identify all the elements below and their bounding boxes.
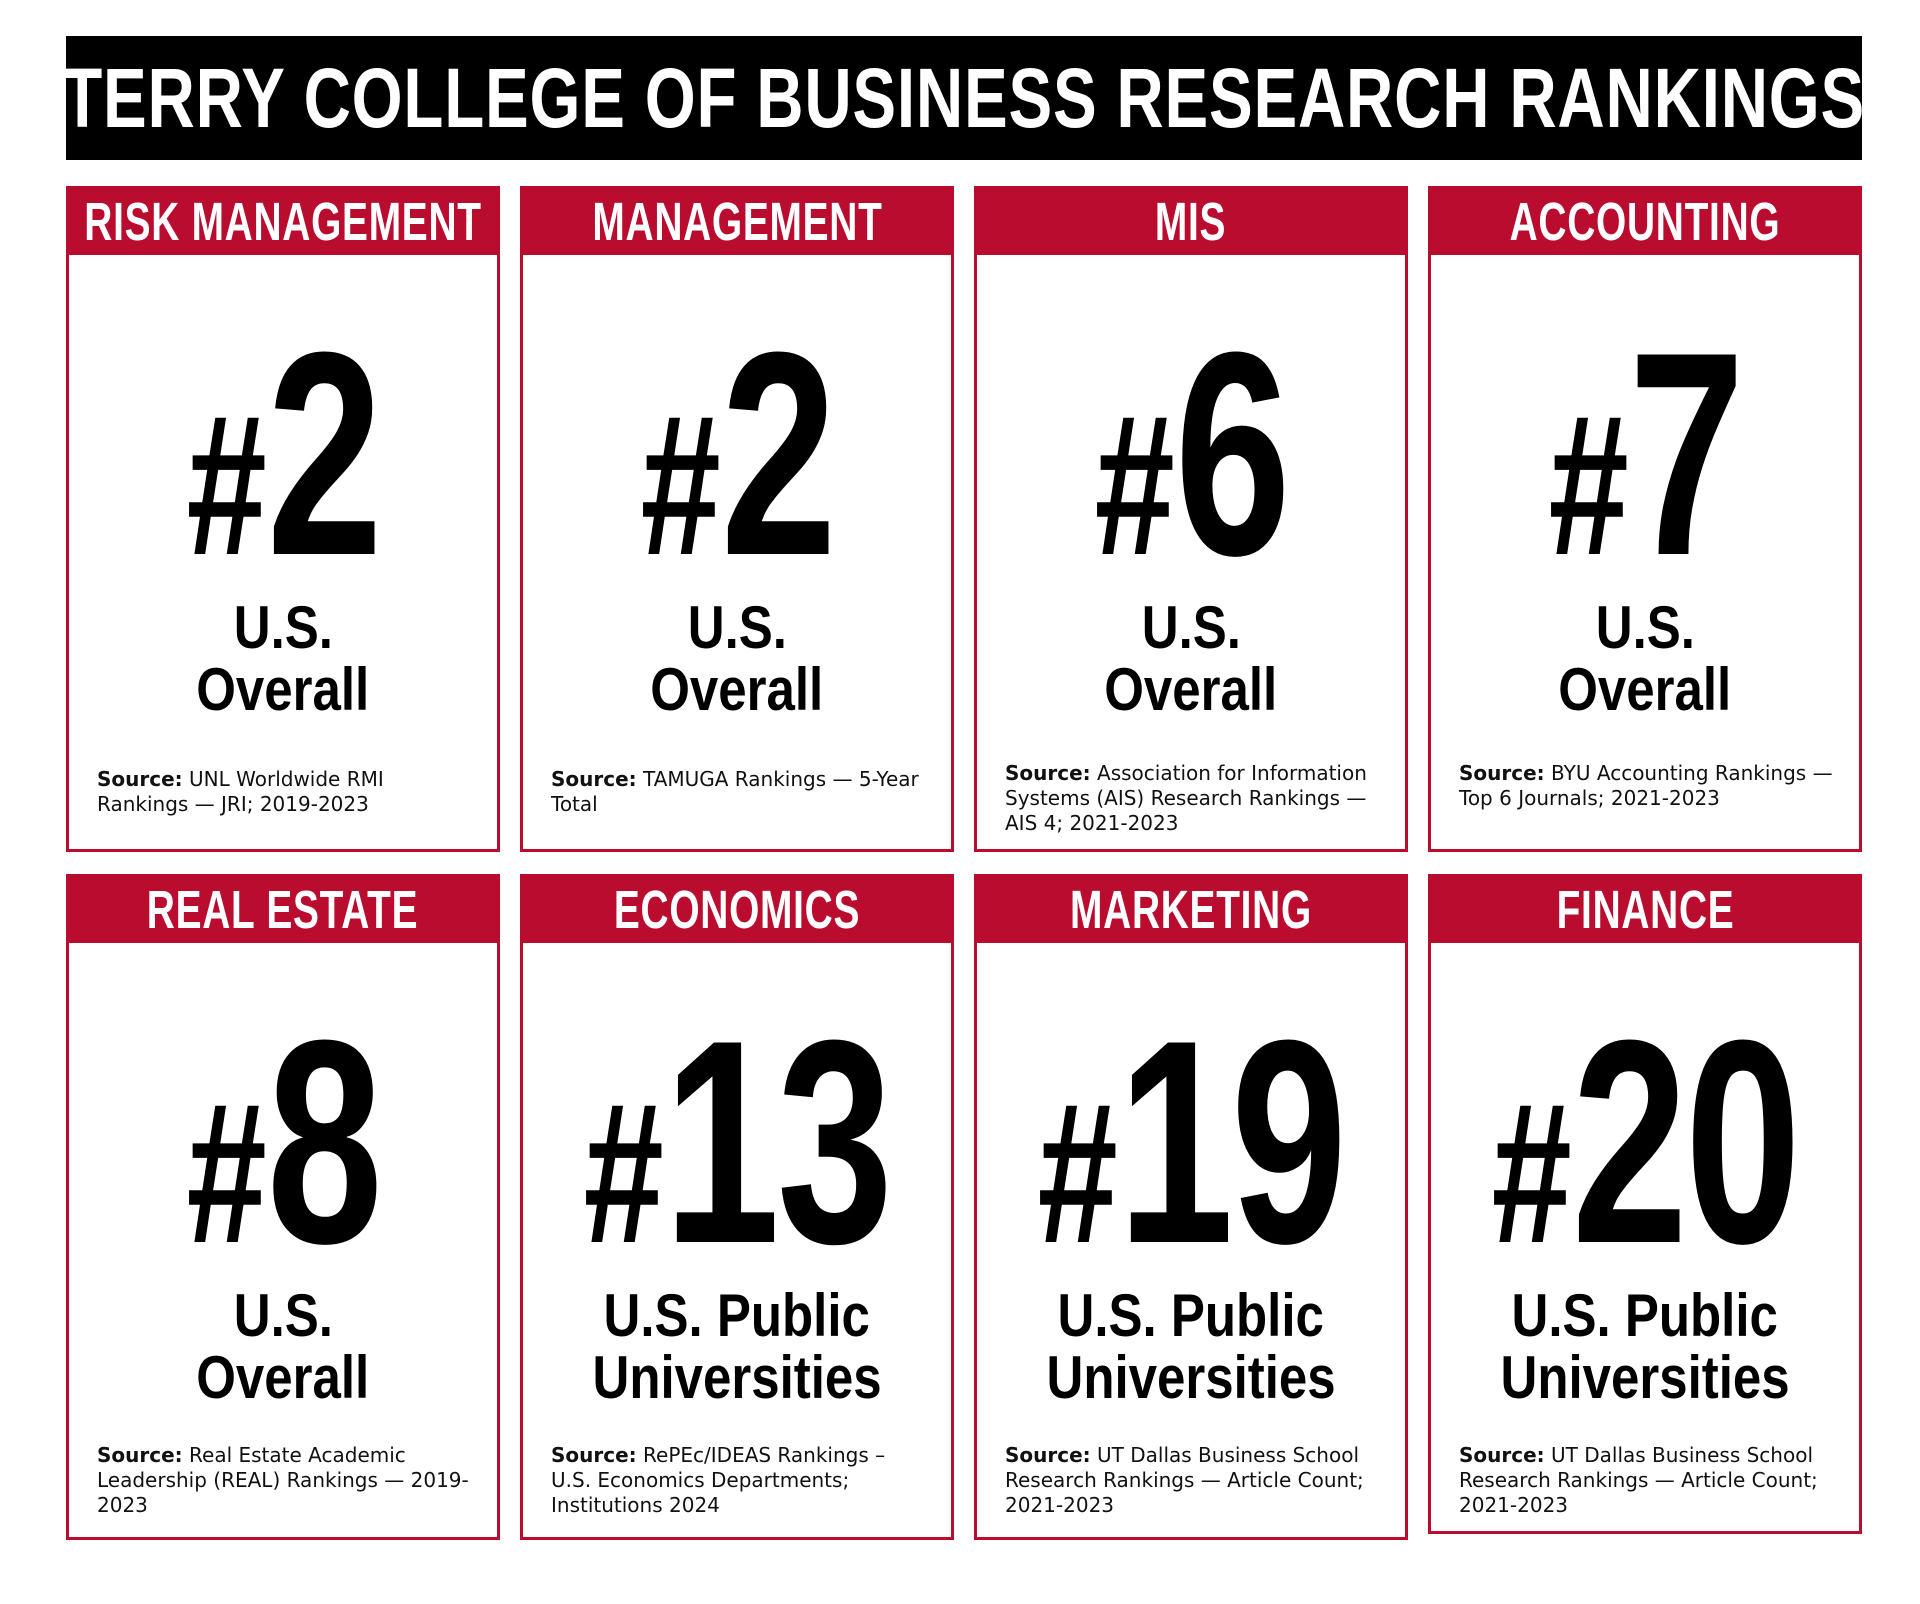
card-category: MANAGEMENT <box>591 192 883 252</box>
scope-line-2: Universities <box>1046 1344 1336 1411</box>
rank-scope: U.S. Overall <box>69 1285 497 1409</box>
source-text: UNL Worldwide RMI Rankings — JRI; 2019-2… <box>97 767 384 816</box>
ranking-card-mis: MIS #6 U.S. Overall Source: Association … <box>974 186 1408 852</box>
scope-line-1: U.S. Public <box>1057 1282 1325 1349</box>
rank-value: 6 <box>1174 292 1290 616</box>
source-label: Source: <box>1005 761 1091 785</box>
card-category: ECONOMICS <box>613 880 861 940</box>
source-note: Source: TAMUGA Rankings — 5-Year Total <box>551 767 931 817</box>
rank-scope: U.S. Overall <box>523 597 951 721</box>
scope-line-1: U.S. Public <box>1511 1282 1779 1349</box>
rank-number: #8 <box>69 997 497 1287</box>
source-label: Source: <box>1459 761 1545 785</box>
card-header: ECONOMICS <box>523 877 951 943</box>
card-header: MARKETING <box>977 877 1405 943</box>
rank-number: #13 <box>523 997 951 1287</box>
source-text: BYU Accounting Rankings — Top 6 Journals… <box>1459 761 1833 810</box>
source-note: Source: BYU Accounting Rankings — Top 6 … <box>1459 761 1839 811</box>
source-note: Source: UNL Worldwide RMI Rankings — JRI… <box>97 767 477 817</box>
rank-value: 20 <box>1571 980 1801 1304</box>
ranking-card-marketing: MARKETING #19 U.S. Public Universities S… <box>974 874 1408 1540</box>
card-category: MARKETING <box>1070 880 1312 940</box>
card-header: MANAGEMENT <box>523 189 951 255</box>
scope-line-1: U.S. <box>687 594 787 661</box>
title-banner: TERRY COLLEGE OF BUSINESS RESEARCH RANKI… <box>63 36 1865 160</box>
scope-line-2: Overall <box>196 656 370 723</box>
source-text: UT Dallas Business School Research Ranki… <box>1005 1443 1364 1517</box>
source-text: TAMUGA Rankings — 5-Year Total <box>551 767 919 816</box>
rank-scope: U.S. Overall <box>1431 597 1859 721</box>
rank-value: 19 <box>1117 980 1347 1304</box>
scope-line-2: Overall <box>196 1344 370 1411</box>
rank-hash: # <box>186 374 267 597</box>
card-category: MIS <box>1155 192 1227 252</box>
source-text: RePEc/IDEAS Rankings – U.S. Economics De… <box>551 1443 886 1517</box>
card-category: ACCOUNTING <box>1509 192 1781 252</box>
rank-value: 2 <box>720 292 836 616</box>
source-note: Source: UT Dallas Business School Resear… <box>1459 1443 1839 1518</box>
source-note: Source: Real Estate Academic Leadership … <box>97 1443 477 1518</box>
card-category: REAL ESTATE <box>147 880 419 940</box>
rank-number: #2 <box>69 309 497 599</box>
source-label: Source: <box>1459 1443 1545 1467</box>
scope-line-2: Overall <box>650 656 824 723</box>
rank-number: #7 <box>1431 309 1859 599</box>
source-note: Source: Association for Information Syst… <box>1005 761 1385 836</box>
source-label: Source: <box>551 767 637 791</box>
ranking-card-finance: FINANCE #20 U.S. Public Universities Sou… <box>1428 874 1862 1534</box>
rank-number: #20 <box>1431 997 1859 1287</box>
card-header: MIS <box>977 189 1405 255</box>
rank-hash: # <box>1548 374 1629 597</box>
card-header: REAL ESTATE <box>69 877 497 943</box>
source-text: Real Estate Academic Leadership (REAL) R… <box>97 1443 469 1517</box>
card-category: RISK MANAGEMENT <box>84 192 482 252</box>
ranking-card-economics: ECONOMICS #13 U.S. Public Universities S… <box>520 874 954 1540</box>
scope-line-1: U.S. <box>1595 594 1695 661</box>
rank-scope: U.S. Overall <box>69 597 497 721</box>
card-category: FINANCE <box>1556 880 1734 940</box>
rank-value: 2 <box>266 292 382 616</box>
rank-number: #19 <box>977 997 1405 1287</box>
scope-line-2: Universities <box>592 1344 882 1411</box>
ranking-card-accounting: ACCOUNTING #7 U.S. Overall Source: BYU A… <box>1428 186 1862 852</box>
rank-hash: # <box>583 1062 664 1285</box>
rank-hash: # <box>1491 1062 1572 1285</box>
rank-value: 7 <box>1628 292 1744 616</box>
rank-scope: U.S. Public Universities <box>977 1285 1405 1409</box>
rank-scope: U.S. Overall <box>977 597 1405 721</box>
card-header: RISK MANAGEMENT <box>69 189 497 255</box>
scope-line-2: Overall <box>1558 656 1732 723</box>
rank-value: 13 <box>663 980 893 1304</box>
rank-hash: # <box>1037 1062 1118 1285</box>
rank-scope: U.S. Public Universities <box>1431 1285 1859 1409</box>
source-label: Source: <box>97 767 183 791</box>
scope-line-1: U.S. <box>233 1282 333 1349</box>
rank-scope: U.S. Public Universities <box>523 1285 951 1409</box>
scope-line-2: Universities <box>1500 1344 1790 1411</box>
scope-line-1: U.S. Public <box>603 1282 871 1349</box>
source-label: Source: <box>1005 1443 1091 1467</box>
page-title: TERRY COLLEGE OF BUSINESS RESEARCH RANKI… <box>62 50 1866 145</box>
rank-number: #2 <box>523 309 951 599</box>
scope-line-1: U.S. <box>1141 594 1241 661</box>
rank-hash: # <box>640 374 721 597</box>
ranking-card-management: MANAGEMENT #2 U.S. Overall Source: TAMUG… <box>520 186 954 852</box>
rank-number: #6 <box>977 309 1405 599</box>
source-note: Source: UT Dallas Business School Resear… <box>1005 1443 1385 1518</box>
rank-hash: # <box>1094 374 1175 597</box>
scope-line-1: U.S. <box>233 594 333 661</box>
ranking-card-risk-management: RISK MANAGEMENT #2 U.S. Overall Source: … <box>66 186 500 852</box>
rank-hash: # <box>186 1062 267 1285</box>
source-label: Source: <box>97 1443 183 1467</box>
card-header: ACCOUNTING <box>1431 189 1859 255</box>
card-header: FINANCE <box>1431 877 1859 943</box>
source-text: UT Dallas Business School Research Ranki… <box>1459 1443 1818 1517</box>
source-note: Source: RePEc/IDEAS Rankings – U.S. Econ… <box>551 1443 931 1518</box>
source-label: Source: <box>551 1443 637 1467</box>
scope-line-2: Overall <box>1104 656 1278 723</box>
source-text: Association for Information Systems (AIS… <box>1005 761 1367 835</box>
ranking-card-real-estate: REAL ESTATE #8 U.S. Overall Source: Real… <box>66 874 500 1540</box>
rank-value: 8 <box>266 980 382 1304</box>
